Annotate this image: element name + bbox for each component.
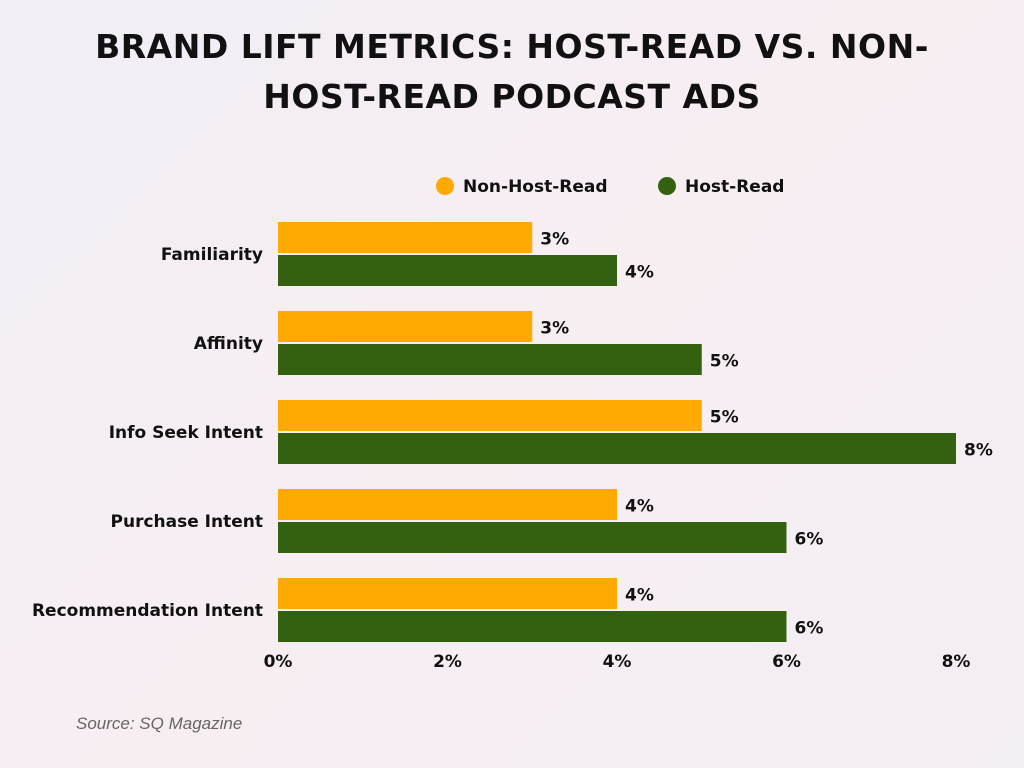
bar [278,311,533,342]
legend-marker [436,177,454,195]
bar [278,222,533,253]
x-tick-label: 4% [603,652,632,672]
data-label: 5% [710,408,739,428]
data-label: 3% [540,230,569,250]
legend-marker [658,177,676,195]
chart-title: BRAND LIFT METRICS: HOST-READ VS. NON- H… [0,22,1024,122]
data-label: 6% [795,619,824,639]
bar [278,433,956,464]
category-label: Info Seek Intent [109,423,263,443]
data-label: 3% [540,319,569,339]
data-label: 4% [625,263,654,283]
bar [278,400,702,431]
legend-label: Non-Host-Read [463,177,608,197]
category-label: Familiarity [161,245,263,265]
bar [278,255,617,286]
data-label: 5% [710,352,739,372]
legend-label: Host-Read [685,177,784,197]
data-label: 6% [795,530,824,550]
source-note: Source: SQ Magazine [76,714,243,733]
category-label: Recommendation Intent [32,601,263,621]
data-label: 4% [625,497,654,517]
bar [278,578,617,609]
bar [278,489,617,520]
bar [278,522,787,553]
category-label: Purchase Intent [111,512,263,532]
x-tick-label: 6% [772,652,801,672]
x-tick-label: 0% [264,652,293,672]
bar [278,344,702,375]
bar [278,611,787,642]
chart-title-line: BRAND LIFT METRICS: HOST-READ VS. NON- [95,27,929,66]
data-label: 4% [625,586,654,606]
category-label: Affinity [194,334,263,354]
chart-title-line: HOST-READ PODCAST ADS [263,77,761,116]
data-label: 8% [964,441,993,461]
x-tick-label: 8% [942,652,971,672]
x-tick-label: 2% [433,652,462,672]
